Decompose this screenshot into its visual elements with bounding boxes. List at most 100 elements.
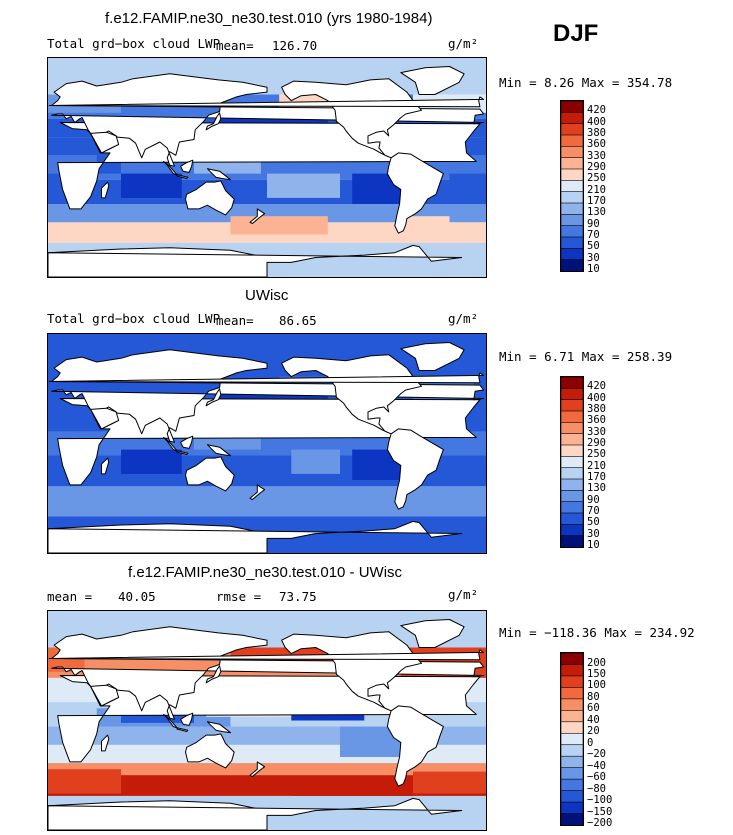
colorbar-tick-label: 80 bbox=[587, 690, 600, 703]
panel3-map bbox=[47, 610, 487, 831]
contour-band bbox=[400, 216, 450, 241]
continent-borneo bbox=[180, 712, 194, 726]
colorbar-swatch bbox=[561, 790, 583, 803]
panel2-min-max: Min = 6.71 Max = 258.39 bbox=[499, 349, 673, 364]
colorbar-swatch bbox=[561, 388, 583, 401]
contour-band bbox=[121, 449, 182, 474]
colorbar-swatch bbox=[561, 801, 583, 815]
colorbar-tick-label: −200 bbox=[587, 817, 613, 829]
colorbar-tick-label: −40 bbox=[587, 759, 606, 772]
colorbar-swatch bbox=[561, 675, 583, 689]
continent-indonesia2 bbox=[176, 450, 189, 455]
continent-nz bbox=[249, 484, 266, 500]
continent-indonesia2 bbox=[176, 174, 189, 179]
contour-band bbox=[449, 173, 486, 198]
panel3-mean-value: 40.05 bbox=[118, 589, 156, 604]
colorbar-tick-label: 330 bbox=[587, 425, 606, 438]
panel1-variable: Total grd−box cloud LWP bbox=[47, 36, 221, 51]
contour-band bbox=[291, 449, 340, 474]
colorbar-swatch bbox=[561, 778, 583, 792]
colorbar-swatch bbox=[561, 490, 583, 503]
colorbar-tick-label: −60 bbox=[587, 771, 606, 784]
colorbar-swatch bbox=[561, 101, 583, 114]
colorbar-tick-label: 130 bbox=[587, 206, 606, 219]
colorbar-tick-label: 20 bbox=[587, 725, 600, 738]
colorbar-tick-label: 200 bbox=[587, 656, 606, 669]
panel3-title: f.e12.FAMIP.ne30_ne30.test.010 - UWisc bbox=[128, 564, 403, 581]
panel2-variable: Total grd−box cloud LWP bbox=[47, 311, 221, 326]
colorbar-swatch bbox=[561, 698, 583, 712]
colorbar-swatch bbox=[561, 813, 583, 825]
continent-indonesia1 bbox=[163, 436, 178, 452]
continent-arabia bbox=[90, 407, 120, 430]
continent-greenland bbox=[400, 619, 465, 648]
colorbar-tick-label: 420 bbox=[587, 380, 606, 393]
continent-antarctica2 bbox=[48, 520, 463, 553]
colorbar-tick-label: 50 bbox=[587, 240, 600, 253]
colorbar-tick-label: 10 bbox=[587, 263, 600, 275]
colorbar-tick-label: 210 bbox=[587, 183, 606, 196]
panel2-mean-label: mean= bbox=[216, 313, 254, 328]
colorbar-swatch bbox=[561, 180, 583, 193]
colorbar-swatch bbox=[561, 214, 583, 227]
contour-band bbox=[48, 769, 121, 794]
colorbar-swatch bbox=[561, 248, 583, 261]
continent-uk bbox=[48, 372, 485, 384]
continent-madagascar bbox=[101, 734, 110, 752]
continent-madagascar bbox=[101, 181, 110, 199]
continent-samerica bbox=[386, 705, 444, 787]
colorbar-swatch bbox=[561, 259, 583, 271]
continent-uk bbox=[48, 96, 485, 108]
colorbar-tick-label: 400 bbox=[587, 391, 606, 404]
contour-band bbox=[121, 173, 182, 198]
colorbar-swatch bbox=[561, 664, 583, 677]
continent-indonesia1 bbox=[163, 160, 178, 176]
colorbar-tick-label: 210 bbox=[587, 459, 606, 472]
continent-madagascar bbox=[101, 457, 110, 475]
continent-indonesia1 bbox=[163, 713, 178, 729]
continent-newguinea bbox=[206, 444, 231, 457]
colorbar-swatch bbox=[561, 225, 583, 238]
colorbar-swatch bbox=[561, 524, 583, 537]
colorbar-swatch bbox=[561, 444, 583, 458]
continent-europe bbox=[51, 626, 485, 720]
continent-antarctica2 bbox=[48, 797, 463, 830]
panel3-units: g/m² bbox=[448, 587, 479, 602]
colorbar-tick-label: 30 bbox=[587, 251, 600, 264]
colorbar-swatch bbox=[561, 112, 583, 125]
colorbar-tick-label: 10 bbox=[587, 539, 600, 551]
continent-borneo bbox=[180, 159, 194, 173]
continent-nz bbox=[249, 208, 266, 224]
panel2-title: UWisc bbox=[245, 287, 289, 304]
colorbar-tick-label: 100 bbox=[587, 679, 606, 692]
colorbar-swatch bbox=[561, 721, 583, 735]
colorbar-swatch bbox=[561, 653, 583, 666]
season-label: DJF bbox=[553, 20, 599, 47]
colorbar-swatch bbox=[561, 157, 583, 170]
continent-namerica bbox=[281, 354, 422, 435]
continent-australia bbox=[185, 733, 235, 769]
contour-band bbox=[121, 775, 292, 794]
colorbar-swatch bbox=[561, 710, 583, 723]
panel1-colorbar bbox=[560, 100, 584, 272]
continent-greenland bbox=[400, 342, 465, 371]
continent-uk bbox=[48, 649, 485, 661]
panel3-map-svg bbox=[48, 611, 486, 830]
colorbar-swatch bbox=[561, 134, 583, 148]
continent-borneo bbox=[180, 435, 194, 449]
panel2-colorbar-svg bbox=[561, 377, 583, 547]
continent-greenland bbox=[400, 66, 465, 95]
contour-band bbox=[121, 714, 194, 723]
continent-australia bbox=[185, 456, 235, 492]
continent-namerica bbox=[281, 78, 422, 159]
contour-band bbox=[48, 204, 486, 223]
colorbar-swatch bbox=[561, 478, 583, 492]
colorbar-swatch bbox=[561, 236, 583, 250]
colorbar-swatch bbox=[561, 732, 583, 746]
continent-australia bbox=[185, 180, 235, 216]
colorbar-tick-label: 420 bbox=[587, 104, 606, 117]
continent-newguinea bbox=[206, 721, 231, 734]
colorbar-tick-label: 170 bbox=[587, 195, 606, 207]
panel1-map bbox=[47, 57, 487, 278]
colorbar-swatch bbox=[561, 767, 583, 780]
